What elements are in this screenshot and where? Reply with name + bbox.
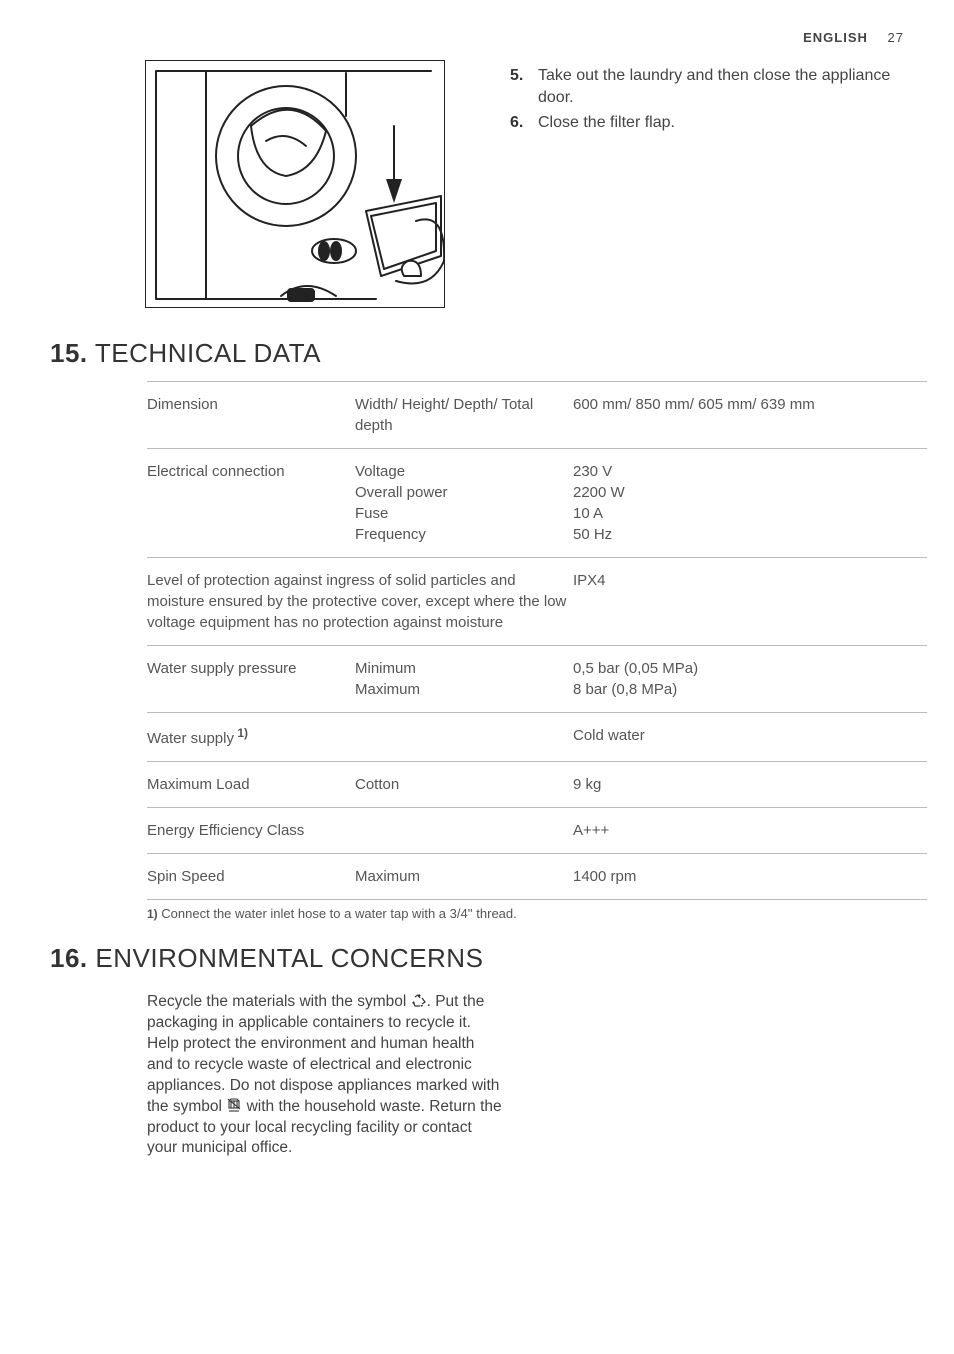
washer-diagram-icon (146, 61, 445, 308)
env-text-part2: . Put the packaging in applicable contai… (147, 993, 499, 1115)
step-number: 6. (510, 112, 538, 134)
header-language: ENGLISH (803, 30, 868, 45)
section-16-heading: 16. ENVIRONMENTAL CONCERNS (50, 943, 904, 974)
section-number: 16. (50, 943, 88, 973)
footnote-number: 1) (147, 907, 158, 921)
table-row: Level of protection against ingress of s… (147, 558, 927, 646)
section-title: ENVIRONMENTAL CONCERNS (95, 943, 483, 973)
washer-filter-figure (145, 60, 445, 308)
section-title: TECHNICAL DATA (95, 338, 321, 368)
upper-row: 5. Take out the laundry and then close t… (50, 60, 904, 308)
table-cell: Dimension (147, 382, 355, 449)
weee-icon (226, 1097, 242, 1111)
table-row: Water supply 1) Cold water (147, 713, 927, 762)
table-cell: 600 mm/ 850 mm/ 605 mm/ 639 mm (573, 382, 927, 449)
table-cell: Energy Efficiency Class (147, 808, 355, 854)
table-cell: A+++ (573, 808, 927, 854)
table-cell: Water supply pressure (147, 646, 355, 713)
section-number: 15. (50, 338, 88, 368)
table-cell: Maximum Load (147, 762, 355, 808)
table-cell (355, 808, 573, 854)
page-header: ENGLISH 27 (50, 30, 904, 45)
table-cell (355, 713, 573, 762)
steps-column: 5. Take out the laundry and then close t… (510, 60, 904, 308)
table-cell: Water supply 1) (147, 713, 355, 762)
table-cell: 0,5 bar (0,05 MPa) 8 bar (0,8 MPa) (573, 646, 927, 713)
environmental-text: Recycle the materials with the symbol . … (147, 992, 502, 1159)
table-cell: 1400 rpm (573, 854, 927, 900)
table-cell: Electrical connection (147, 449, 355, 558)
table-cell: Width/ Height/ Depth/ Total depth (355, 382, 573, 449)
step-number: 5. (510, 65, 538, 108)
technical-data-table: DimensionWidth/ Height/ Depth/ Total dep… (147, 381, 927, 900)
table-cell: 230 V 2200 W 10 A 50 Hz (573, 449, 927, 558)
step-text: Close the filter flap. (538, 112, 675, 134)
table-cell: Cold water (573, 713, 927, 762)
recycle-icon (411, 994, 427, 1008)
step-item: 5. Take out the laundry and then close t… (510, 65, 904, 108)
table-row: Spin SpeedMaximum1400 rpm (147, 854, 927, 900)
table-cell: Cotton (355, 762, 573, 808)
table-cell: Maximum (355, 854, 573, 900)
table-cell: Voltage Overall power Fuse Frequency (355, 449, 573, 558)
table-cell: Level of protection against ingress of s… (147, 558, 573, 646)
step-item: 6. Close the filter flap. (510, 112, 904, 134)
table-row: Electrical connectionVoltage Overall pow… (147, 449, 927, 558)
table-row: Maximum LoadCotton9 kg (147, 762, 927, 808)
table-cell: 9 kg (573, 762, 927, 808)
table-footnote: 1) Connect the water inlet hose to a wat… (147, 900, 927, 921)
table-cell: IPX4 (573, 558, 927, 646)
footnote-text: Connect the water inlet hose to a water … (161, 906, 516, 921)
table-cell: Minimum Maximum (355, 646, 573, 713)
table-row: Water supply pressureMinimum Maximum0,5 … (147, 646, 927, 713)
section-15-heading: 15. TECHNICAL DATA (50, 338, 904, 369)
table-cell: Spin Speed (147, 854, 355, 900)
header-page-number: 27 (888, 30, 904, 45)
page: ENGLISH 27 (0, 0, 954, 1209)
env-text-part1: Recycle the materials with the symbol (147, 993, 411, 1010)
step-text: Take out the laundry and then close the … (538, 65, 904, 108)
table-row: DimensionWidth/ Height/ Depth/ Total dep… (147, 382, 927, 449)
table-row: Energy Efficiency Class A+++ (147, 808, 927, 854)
figure-column (50, 60, 470, 308)
footnote-ref: 1) (234, 726, 248, 740)
